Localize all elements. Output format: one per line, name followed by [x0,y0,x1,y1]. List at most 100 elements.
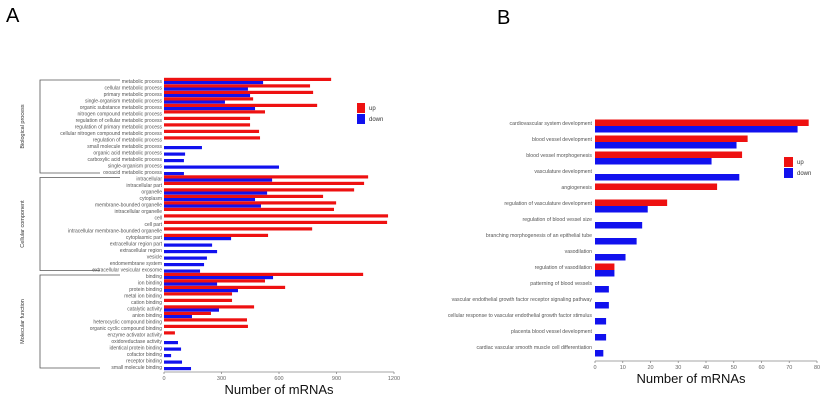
bar-down [164,237,232,241]
bar-down [164,178,273,182]
category-label: cofactor binding [127,352,163,358]
bar-down [164,159,184,163]
category-label: cell part [144,222,162,228]
category-label: regulation of cellular metabolic process [76,118,163,124]
bar-down [164,289,238,293]
category-label: cardiovascular system development [510,121,593,127]
bar-down [164,94,251,98]
category-label: small molecule binding [111,365,162,371]
category-label: intracellular [136,176,162,182]
category-label: angiogenesis [561,185,592,191]
bar-up [164,84,311,88]
bar-down [164,204,261,208]
bar-down [164,341,178,345]
bar-up [164,90,314,94]
category-label: endomembrane system [110,261,162,267]
bar-up [164,201,337,205]
category-label: membrane-bounded organelle [95,202,162,208]
category-label: protein binding [129,287,162,293]
category-label: regulation of blood vessel size [523,217,593,223]
legend-swatch-up [784,157,793,167]
category-label: anion binding [132,313,162,319]
x-axis-title: Number of mRNAs [636,371,746,386]
category-label: extracellular vesicular exosome [92,267,162,273]
bar-up [595,135,748,142]
category-label: regulation of primary metabolic process [75,124,163,130]
category-label: cellular metabolic process [104,85,162,91]
category-label: patterning of blood vessels [530,281,592,287]
bar-down [595,350,604,357]
category-label: primary metabolic process [104,92,163,98]
category-label: vasculature development [534,169,592,175]
category-label: cation binding [131,300,162,306]
x-tick-label: 0 [593,365,596,371]
group-bracket [39,79,120,174]
x-tick-label: 80 [814,365,820,371]
category-label: branching morphogenesis of an epithelial… [486,233,592,239]
bar-down [164,100,225,104]
bar-down [164,256,207,260]
bar-down [595,222,643,229]
bar-down [595,318,607,325]
category-label: cardiac vascular smooth muscle cell diff… [476,345,592,351]
category-label: blood vessel morphogenesis [526,153,592,159]
x-tick-label: 70 [786,365,792,371]
bar-down [164,347,182,351]
group-label: Biological process [20,104,26,149]
category-label: identical protein binding [109,345,162,351]
bar-down [595,126,798,133]
category-label: vascular endothelial growth factor recep… [452,297,593,303]
bar-up [164,103,318,107]
category-label: placenta blood vessel development [511,329,593,335]
category-label: organic substance metabolic process [80,105,163,111]
bar-up [164,272,364,276]
bar-down [164,263,205,267]
bar-down [164,315,192,319]
category-label: cell [154,215,162,221]
x-tick-label: 0 [162,376,165,382]
bar-up [595,263,615,270]
bar-down [595,334,607,341]
bar-up [164,292,233,296]
bar-down [164,360,183,364]
bar-up [164,285,286,289]
bar-up [164,194,324,198]
x-axis-title: Number of mRNAs [224,382,334,397]
bar-down [595,142,737,149]
bar-up [164,305,255,309]
bar-up [164,136,261,140]
category-label: metabolic process [122,79,163,85]
category-label: cytoplasm [139,196,162,202]
category-label: receptor binding [126,358,162,364]
group-label: Cellular component [20,200,26,248]
bar-up [164,324,248,328]
category-label: small molecule metabolic process [87,144,162,150]
category-label: catalytic activity [127,306,162,312]
x-tick-label: 10 [620,365,626,371]
bar-up [164,188,355,192]
bar-up [164,129,260,133]
x-tick-label: 900 [332,376,341,382]
group-bracket [39,274,120,369]
x-tick-label: 30 [675,365,681,371]
bar-down [164,308,220,312]
category-label: regulation of metabolic process [93,137,163,143]
chart-b: cardiovascular system development blood v… [448,119,820,386]
category-label: organic acid metabolic process [93,150,162,156]
category-label: carboxylic acid metabolic process [88,157,163,163]
bar-down [164,367,192,371]
bar-down [595,286,609,293]
category-label: intracellular organelle [114,209,162,215]
bar-down [164,107,256,111]
x-tick-label: 600 [274,376,283,382]
bar-down [164,81,264,85]
x-tick-label: 20 [647,365,653,371]
bar-up [164,181,365,185]
bar-up [164,214,389,218]
category-label: cytoplasmic part [126,235,163,241]
category-label: cellular nitrogen compound metabolic pro… [60,131,162,137]
legend-label-up: up [797,160,804,166]
category-label: blood vessel development [532,137,593,143]
bar-up [164,97,254,101]
bar-down [164,269,201,273]
